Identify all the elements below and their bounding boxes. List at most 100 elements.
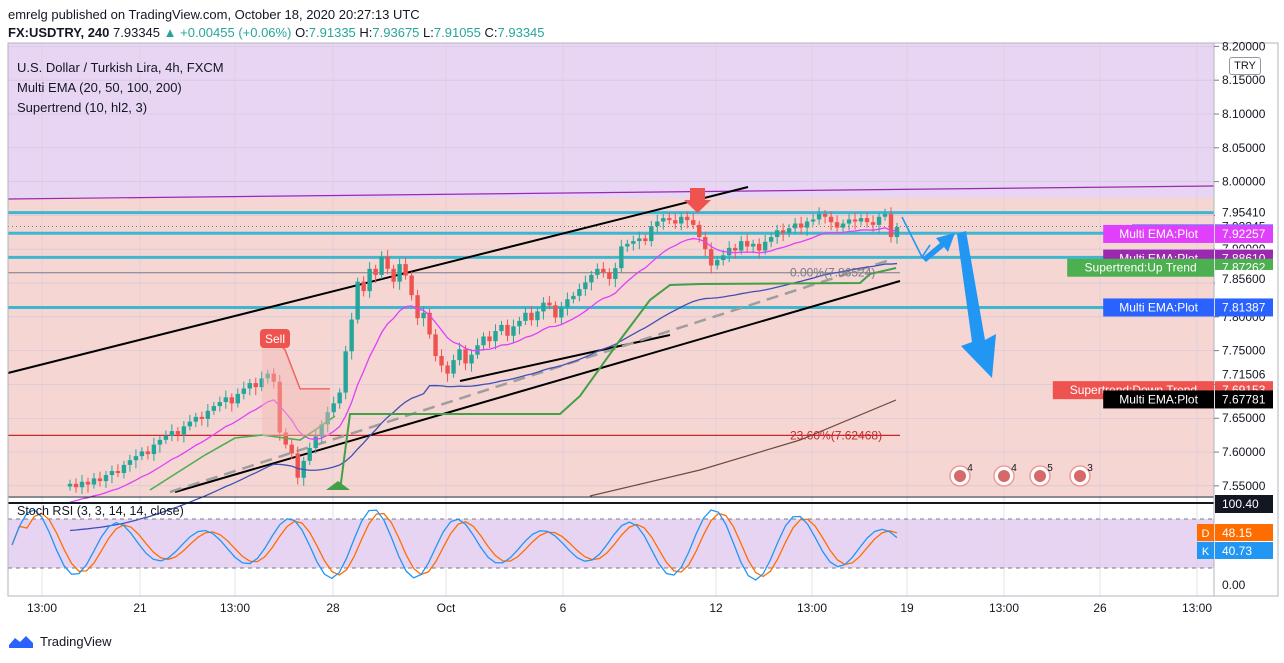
time-tick-label: 12: [709, 601, 723, 615]
candle-body: [780, 230, 786, 233]
candle-body: [307, 447, 312, 461]
rsi-axis: 100.40 0.00 D 48.15 K 40.73: [1197, 495, 1273, 592]
candle-body: [349, 319, 354, 352]
candle-body: [613, 268, 618, 279]
candle-body: [846, 219, 852, 224]
sell-label: Sell: [265, 332, 285, 346]
candle-body: [457, 349, 462, 361]
last-price: 7.93345: [113, 25, 161, 40]
currency-box[interactable]: TRY: [1229, 57, 1261, 75]
candle-body: [439, 356, 444, 366]
time-tick-label: 6: [560, 601, 567, 615]
sell-label-bg: [260, 329, 290, 348]
candle-body: [840, 223, 846, 228]
candle-body: [193, 416, 199, 422]
price-tick-label: 8.10000: [1222, 107, 1266, 121]
candle-body: [810, 219, 816, 222]
candle-body: [229, 397, 235, 404]
candle-body: [451, 360, 456, 374]
price-label-bg: [1215, 365, 1273, 384]
time-axis[interactable]: 13:00 21 13:00 28 Oct 6 12 13:00 19 13:00 26 13:00: [27, 601, 1212, 615]
stoch-k-tag: [1197, 542, 1214, 559]
price-tick-label: 8.15000: [1222, 73, 1266, 87]
stoch-k-line: [11, 509, 898, 581]
candle-body: [265, 373, 270, 379]
price-label-name: Multi EMA:Plot: [1119, 392, 1198, 406]
time-tick-label: 28: [326, 601, 340, 615]
candle-body: [481, 336, 486, 346]
price-tick-label: 7.65000: [1222, 411, 1266, 425]
candle-body: [888, 214, 894, 238]
price-label-value-bg: [1215, 224, 1273, 243]
candle-body: [523, 312, 528, 321]
candle-body: [397, 264, 402, 282]
candle-body: [97, 478, 103, 482]
legend-ema[interactable]: Multi EMA (20, 50, 100, 200): [17, 80, 182, 95]
candle-body: [619, 246, 624, 269]
footer: TradingView: [8, 633, 112, 649]
candle-body: [163, 435, 169, 440]
candle-body: [565, 299, 570, 308]
candle-body: [667, 218, 672, 221]
candle-body: [379, 256, 384, 275]
event-badge-count: 5: [1047, 463, 1053, 474]
candle-body: [343, 351, 348, 393]
candle-body: [858, 218, 864, 222]
price-label-tag: [1067, 258, 1214, 277]
indicator-legend[interactable]: U.S. Dollar / Turkish Lira, 4h, FXCM Mul…: [17, 58, 224, 118]
rsi-zero-tick: 0.00: [1222, 578, 1246, 592]
open-value: 7.91335: [308, 25, 356, 40]
candles: [67, 207, 900, 494]
candle-body: [403, 264, 408, 276]
stoch-d-value-bg: [1215, 524, 1273, 541]
us-flag-icon: [1034, 470, 1046, 482]
candle-body: [547, 302, 552, 306]
candle-body: [367, 268, 372, 292]
rsi-top-tag-bg: [1215, 495, 1273, 513]
candle-body: [325, 412, 330, 425]
price-label-name: Multi EMA:Plot: [1119, 300, 1198, 314]
legend-title: U.S. Dollar / Turkish Lira, 4h, FXCM: [17, 60, 224, 75]
stoch-k-letter: K: [1202, 546, 1210, 558]
symbol-name: FX:USDTRY, 240: [8, 25, 110, 40]
candle-body: [571, 295, 576, 300]
candle-body: [589, 274, 594, 283]
candle-body: [133, 456, 139, 461]
candle-body: [553, 305, 558, 318]
candle-body: [583, 282, 588, 290]
price-tick-label: 8.00000: [1222, 175, 1266, 189]
price-label-bg: [1215, 203, 1273, 222]
tradingview-logo-icon: [9, 636, 33, 648]
stoch-rsi-lines: [8, 509, 1214, 581]
price-label-value: 7.67781: [1222, 392, 1266, 406]
candle-body: [691, 220, 696, 225]
legend-supertrend[interactable]: Supertrend (10, hl2, 3): [17, 100, 148, 115]
candle-body: [295, 453, 300, 478]
up-arrow-icon: [922, 233, 955, 262]
small-down-arrow-icon: [901, 216, 931, 259]
candle-body: [91, 478, 97, 485]
candle-body: [703, 237, 708, 250]
candle-body: [673, 220, 678, 224]
candle-body: [535, 311, 540, 321]
candle-body: [655, 221, 660, 227]
candle-body: [517, 320, 522, 327]
candle-body: [385, 256, 390, 269]
candle-body: [768, 237, 774, 242]
candle-body: [625, 243, 630, 247]
stoch-rsi-legend[interactable]: Stoch RSI (3, 3, 14, 14, close): [17, 504, 184, 518]
candle-body: [732, 247, 738, 251]
stoch-d-value: 48.15: [1222, 526, 1252, 540]
candle-body: [289, 444, 294, 454]
stoch-k-value: 40.73: [1222, 544, 1252, 558]
candle-body: [828, 216, 834, 223]
candle-body: [541, 302, 546, 312]
high-value: 7.93675: [372, 25, 420, 40]
price-labels: 7.954107.93345Supertrend7.92353Multi EMA…: [1052, 203, 1273, 409]
candle-body: [822, 214, 828, 217]
candle-body: [391, 268, 396, 282]
candle-body: [463, 349, 468, 364]
candle-body: [145, 451, 151, 455]
candle-body: [313, 436, 318, 448]
